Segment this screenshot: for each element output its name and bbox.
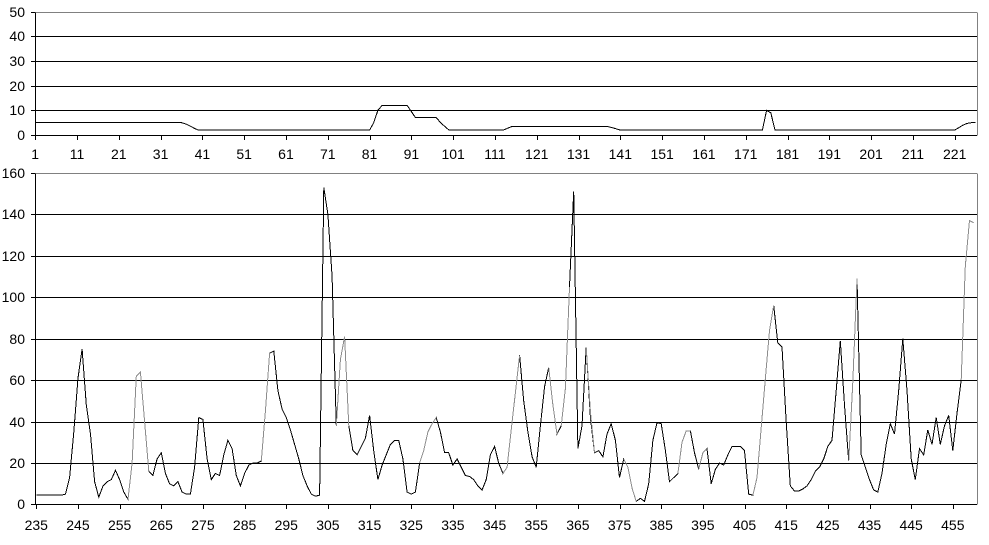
svg-text:20: 20	[9, 455, 25, 471]
svg-text:71: 71	[320, 146, 336, 162]
svg-text:1: 1	[31, 146, 39, 162]
svg-text:245: 245	[66, 517, 90, 533]
svg-text:395: 395	[691, 517, 715, 533]
svg-text:221: 221	[943, 146, 967, 162]
svg-text:211: 211	[902, 146, 925, 162]
svg-text:345: 345	[483, 517, 507, 533]
svg-text:40: 40	[9, 28, 25, 44]
svg-text:51: 51	[236, 146, 252, 162]
svg-text:141: 141	[609, 146, 633, 162]
svg-text:435: 435	[858, 517, 882, 533]
svg-text:100: 100	[2, 289, 26, 305]
svg-text:101: 101	[441, 146, 465, 162]
svg-text:415: 415	[775, 517, 799, 533]
svg-text:425: 425	[816, 517, 840, 533]
svg-text:10: 10	[9, 102, 25, 118]
svg-text:375: 375	[608, 517, 632, 533]
svg-text:365: 365	[566, 517, 590, 533]
svg-text:121: 121	[525, 146, 549, 162]
svg-text:40: 40	[9, 414, 25, 430]
svg-text:21: 21	[111, 146, 127, 162]
svg-text:120: 120	[2, 248, 26, 264]
svg-text:81: 81	[362, 146, 378, 162]
svg-text:30: 30	[9, 53, 25, 69]
svg-text:295: 295	[275, 517, 299, 533]
svg-text:0: 0	[17, 496, 25, 512]
svg-text:335: 335	[441, 517, 465, 533]
svg-text:111: 111	[484, 146, 505, 162]
svg-text:285: 285	[233, 517, 257, 533]
svg-text:275: 275	[191, 517, 215, 533]
svg-text:355: 355	[525, 517, 549, 533]
svg-text:31: 31	[153, 146, 169, 162]
svg-text:385: 385	[650, 517, 674, 533]
svg-text:131: 131	[567, 146, 591, 162]
svg-text:305: 305	[316, 517, 340, 533]
svg-text:315: 315	[358, 517, 382, 533]
svg-text:255: 255	[108, 517, 132, 533]
svg-text:405: 405	[733, 517, 757, 533]
svg-text:140: 140	[2, 206, 26, 222]
svg-text:455: 455	[941, 517, 965, 533]
svg-text:41: 41	[195, 146, 211, 162]
svg-text:201: 201	[859, 146, 883, 162]
svg-text:171: 171	[734, 146, 758, 162]
svg-text:61: 61	[278, 146, 294, 162]
svg-text:265: 265	[150, 517, 174, 533]
svg-text:91: 91	[404, 146, 420, 162]
svg-text:0: 0	[17, 127, 25, 143]
svg-text:20: 20	[9, 78, 25, 94]
svg-text:161: 161	[692, 146, 716, 162]
svg-text:160: 160	[2, 165, 26, 181]
svg-text:445: 445	[899, 517, 923, 533]
svg-text:235: 235	[25, 517, 49, 533]
svg-text:11: 11	[70, 146, 85, 162]
svg-text:60: 60	[9, 372, 25, 388]
svg-text:325: 325	[400, 517, 424, 533]
svg-text:191: 191	[818, 146, 842, 162]
svg-text:151: 151	[650, 146, 674, 162]
svg-text:80: 80	[9, 331, 25, 347]
svg-text:181: 181	[776, 146, 800, 162]
svg-text:50: 50	[9, 4, 25, 20]
